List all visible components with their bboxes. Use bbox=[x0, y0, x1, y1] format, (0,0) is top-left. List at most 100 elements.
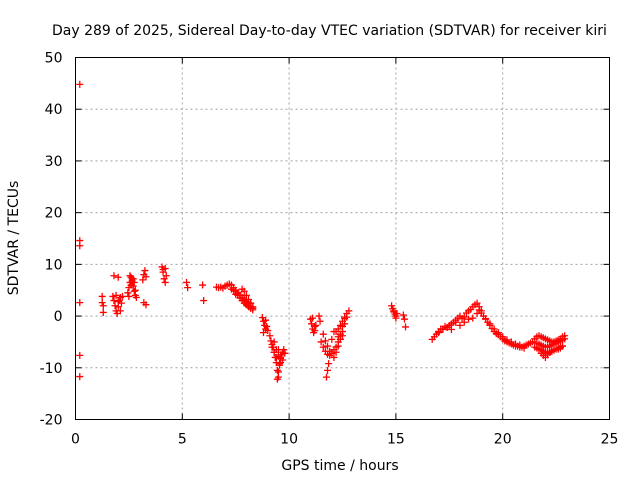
data-point bbox=[142, 301, 150, 309]
data-point bbox=[268, 343, 276, 351]
y-tick-label: 50 bbox=[45, 51, 63, 67]
data-point bbox=[132, 293, 140, 301]
data-point bbox=[273, 375, 281, 383]
data-point bbox=[503, 336, 511, 344]
data-point bbox=[264, 327, 272, 335]
data-point bbox=[561, 335, 569, 343]
data-point bbox=[259, 329, 267, 337]
data-point bbox=[109, 292, 117, 300]
data-point bbox=[245, 296, 253, 304]
data-point bbox=[98, 299, 106, 307]
data-point bbox=[494, 329, 502, 337]
data-point bbox=[267, 337, 275, 345]
y-tick-label: 30 bbox=[45, 154, 63, 170]
data-point bbox=[312, 321, 320, 329]
data-point bbox=[443, 323, 451, 331]
data-point bbox=[76, 80, 84, 88]
data-points bbox=[76, 80, 569, 383]
data-point bbox=[316, 317, 324, 325]
data-point bbox=[548, 347, 556, 355]
data-point bbox=[76, 373, 84, 381]
data-point bbox=[311, 322, 319, 330]
data-point bbox=[400, 315, 408, 323]
data-point bbox=[447, 326, 455, 334]
data-point bbox=[336, 335, 344, 343]
axis-ticks: 0 5 10 15 20 25 -20 -10 0 10 20 30 40 50 bbox=[40, 51, 619, 448]
data-point bbox=[439, 326, 447, 334]
data-point bbox=[262, 316, 270, 324]
data-point bbox=[277, 354, 285, 362]
data-point bbox=[98, 292, 106, 300]
data-point bbox=[110, 272, 118, 280]
data-point bbox=[199, 281, 207, 289]
data-point bbox=[322, 373, 330, 381]
data-point bbox=[99, 308, 107, 316]
data-point bbox=[319, 330, 327, 338]
data-point bbox=[116, 307, 124, 315]
data-point bbox=[456, 321, 464, 329]
data-point bbox=[162, 272, 170, 280]
data-point bbox=[183, 278, 191, 286]
data-point bbox=[112, 291, 120, 299]
y-tick-label: 20 bbox=[45, 206, 63, 222]
data-point bbox=[319, 343, 327, 351]
data-point bbox=[324, 366, 332, 374]
data-point bbox=[76, 242, 84, 250]
data-point bbox=[330, 353, 338, 361]
data-point bbox=[249, 303, 257, 311]
y-tick-label: 0 bbox=[54, 309, 63, 325]
data-point bbox=[114, 298, 122, 306]
data-point bbox=[486, 320, 494, 328]
data-point bbox=[324, 342, 332, 350]
data-point bbox=[275, 360, 283, 368]
y-tick-label: -10 bbox=[40, 361, 63, 377]
y-tick-label: -20 bbox=[40, 413, 63, 429]
data-point bbox=[507, 338, 515, 346]
data-point bbox=[490, 325, 498, 333]
y-tick-label: 40 bbox=[45, 102, 63, 118]
data-point bbox=[317, 338, 325, 346]
data-point bbox=[309, 314, 317, 322]
data-point bbox=[184, 284, 192, 292]
data-point bbox=[499, 333, 507, 341]
data-point bbox=[130, 278, 138, 286]
data-point bbox=[161, 264, 169, 272]
data-point bbox=[124, 289, 132, 297]
data-point bbox=[263, 322, 271, 330]
data-point bbox=[469, 314, 477, 322]
y-axis-label: SDTVAR / TECUs bbox=[6, 181, 22, 296]
data-point bbox=[131, 286, 139, 294]
data-point bbox=[247, 299, 255, 307]
y-tick-label: 10 bbox=[45, 257, 63, 273]
data-point bbox=[482, 315, 490, 323]
data-point bbox=[516, 341, 524, 349]
data-point bbox=[128, 275, 136, 283]
plot-area-frame bbox=[75, 57, 610, 420]
data-point bbox=[141, 267, 149, 275]
data-point bbox=[161, 278, 169, 286]
data-point bbox=[272, 346, 280, 354]
data-point bbox=[390, 307, 398, 315]
data-point bbox=[339, 332, 346, 340]
data-point bbox=[399, 311, 407, 319]
data-point bbox=[330, 328, 338, 336]
x-tick-label: 5 bbox=[178, 432, 187, 448]
x-axis-label: GPS time / hours bbox=[281, 458, 398, 474]
data-point bbox=[139, 276, 147, 284]
x-tick-label: 25 bbox=[601, 432, 619, 448]
data-point bbox=[125, 292, 133, 300]
data-point bbox=[388, 302, 396, 310]
data-point bbox=[321, 337, 329, 345]
data-point bbox=[339, 317, 346, 325]
data-point bbox=[240, 287, 248, 295]
data-point bbox=[281, 349, 289, 357]
data-point bbox=[343, 309, 351, 317]
data-point bbox=[402, 323, 410, 331]
data-point bbox=[341, 313, 349, 321]
data-point bbox=[111, 302, 119, 310]
x-tick-label: 10 bbox=[280, 432, 298, 448]
data-point bbox=[332, 343, 340, 351]
data-point bbox=[266, 332, 274, 340]
data-point bbox=[76, 299, 84, 307]
